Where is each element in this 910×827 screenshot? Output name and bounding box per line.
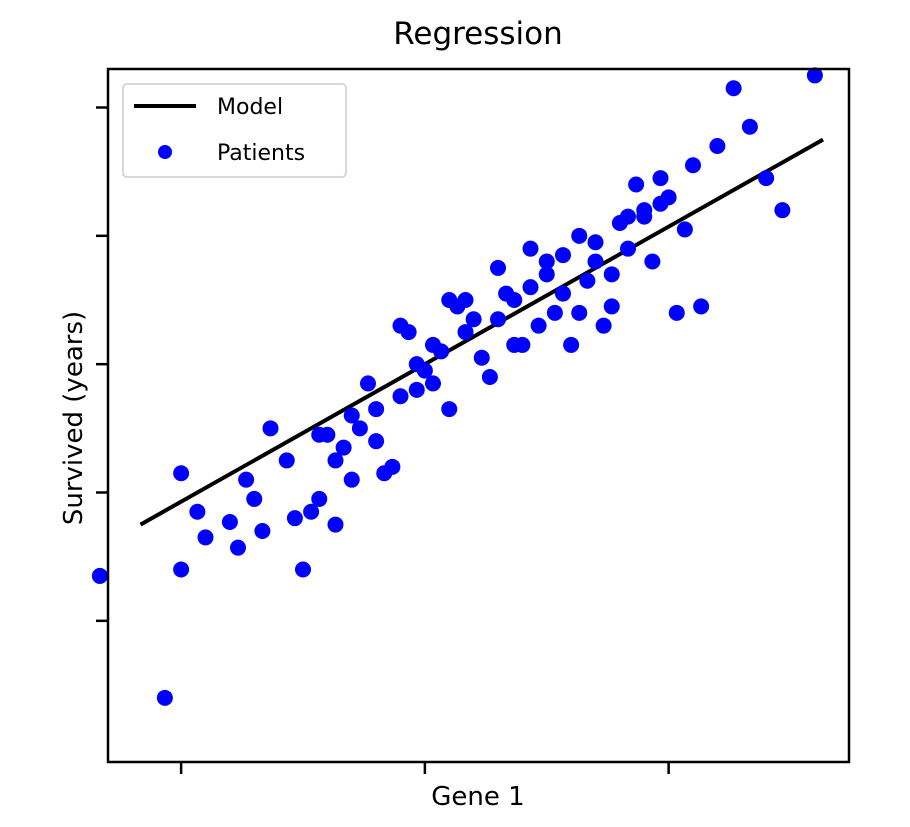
patient-point bbox=[506, 336, 523, 353]
patient-point bbox=[685, 157, 701, 174]
patient-point bbox=[741, 118, 758, 135]
patient-point bbox=[221, 514, 238, 531]
patient-point bbox=[351, 420, 368, 437]
patient-point bbox=[441, 292, 458, 308]
patient-point bbox=[668, 304, 685, 321]
patient-point bbox=[563, 336, 580, 353]
plot-frame bbox=[106, 67, 851, 764]
patient-point bbox=[319, 426, 336, 443]
chart-title: Regression bbox=[393, 16, 563, 52]
legend: Model Patients bbox=[122, 83, 347, 178]
patient-point bbox=[343, 407, 360, 424]
patient-point bbox=[620, 240, 636, 257]
patient-point bbox=[230, 539, 246, 556]
patient-point bbox=[327, 452, 344, 469]
patient-point bbox=[384, 458, 401, 475]
model-line bbox=[139, 137, 824, 527]
patient-point bbox=[262, 420, 279, 437]
patient-point bbox=[457, 324, 474, 341]
patient-point bbox=[425, 375, 441, 392]
patient-point bbox=[238, 471, 255, 488]
patient-point bbox=[806, 67, 823, 84]
patient-point bbox=[490, 311, 506, 328]
patient-point bbox=[725, 80, 742, 97]
patient-point bbox=[392, 317, 409, 334]
patient-point bbox=[555, 247, 571, 264]
patient-point bbox=[652, 170, 669, 187]
patient-point bbox=[587, 234, 604, 251]
patient-point bbox=[571, 227, 588, 244]
patient-point bbox=[522, 279, 539, 296]
patient-point bbox=[303, 503, 320, 520]
patient-point bbox=[538, 253, 555, 270]
patient-point bbox=[490, 259, 506, 276]
patient-point bbox=[311, 490, 328, 507]
patient-point bbox=[506, 292, 523, 308]
patient-point bbox=[652, 195, 669, 212]
patient-point bbox=[620, 208, 636, 225]
patient-point bbox=[327, 516, 344, 533]
patient-point bbox=[91, 567, 108, 584]
patient-point bbox=[709, 138, 726, 154]
patient-point bbox=[368, 433, 385, 450]
patient-point bbox=[457, 292, 474, 308]
legend-patients-label: Patients bbox=[217, 141, 305, 166]
patient-point bbox=[579, 272, 596, 289]
x-axis-label: Gene 1 bbox=[431, 782, 524, 812]
patient-point bbox=[628, 176, 645, 193]
patient-point bbox=[571, 304, 588, 321]
patient-point bbox=[522, 240, 539, 257]
patient-point bbox=[587, 253, 604, 270]
patient-point bbox=[295, 561, 311, 578]
patient-point bbox=[392, 388, 409, 405]
patient-point bbox=[425, 336, 441, 353]
patient-point bbox=[538, 266, 555, 283]
patient-point bbox=[758, 170, 775, 187]
patient-point bbox=[189, 503, 206, 520]
patient-point bbox=[636, 202, 653, 219]
patient-point bbox=[173, 561, 190, 578]
y-axis-label: Survived (years) bbox=[59, 311, 89, 525]
patient-point bbox=[441, 401, 458, 418]
patient-point bbox=[368, 401, 385, 418]
patient-point bbox=[465, 311, 482, 328]
patient-point bbox=[408, 381, 425, 398]
patient-point bbox=[546, 304, 563, 321]
patient-point bbox=[603, 266, 620, 283]
patient-point bbox=[360, 375, 376, 392]
axis-ticks bbox=[96, 106, 670, 774]
legend-patients-swatch bbox=[158, 145, 172, 159]
patient-point bbox=[473, 349, 490, 366]
patient-point bbox=[676, 221, 693, 238]
patient-point bbox=[173, 465, 190, 482]
patient-point bbox=[246, 490, 263, 507]
patient-point bbox=[481, 369, 498, 385]
patient-point bbox=[335, 439, 352, 456]
patient-point bbox=[603, 298, 620, 315]
patient-point bbox=[416, 362, 433, 379]
legend-model-label: Model bbox=[217, 95, 283, 120]
patient-point bbox=[156, 689, 173, 706]
patient-point bbox=[197, 529, 214, 546]
patient-point bbox=[278, 452, 295, 469]
patient-point bbox=[595, 317, 612, 334]
patient-point bbox=[286, 510, 303, 527]
patient-point bbox=[555, 285, 571, 302]
patient-point bbox=[343, 471, 360, 488]
patient-point bbox=[693, 298, 710, 315]
patient-point bbox=[774, 202, 791, 219]
patient-point bbox=[530, 317, 547, 334]
plot-marks bbox=[91, 67, 824, 706]
patient-point bbox=[644, 253, 661, 270]
patient-point bbox=[254, 523, 271, 539]
